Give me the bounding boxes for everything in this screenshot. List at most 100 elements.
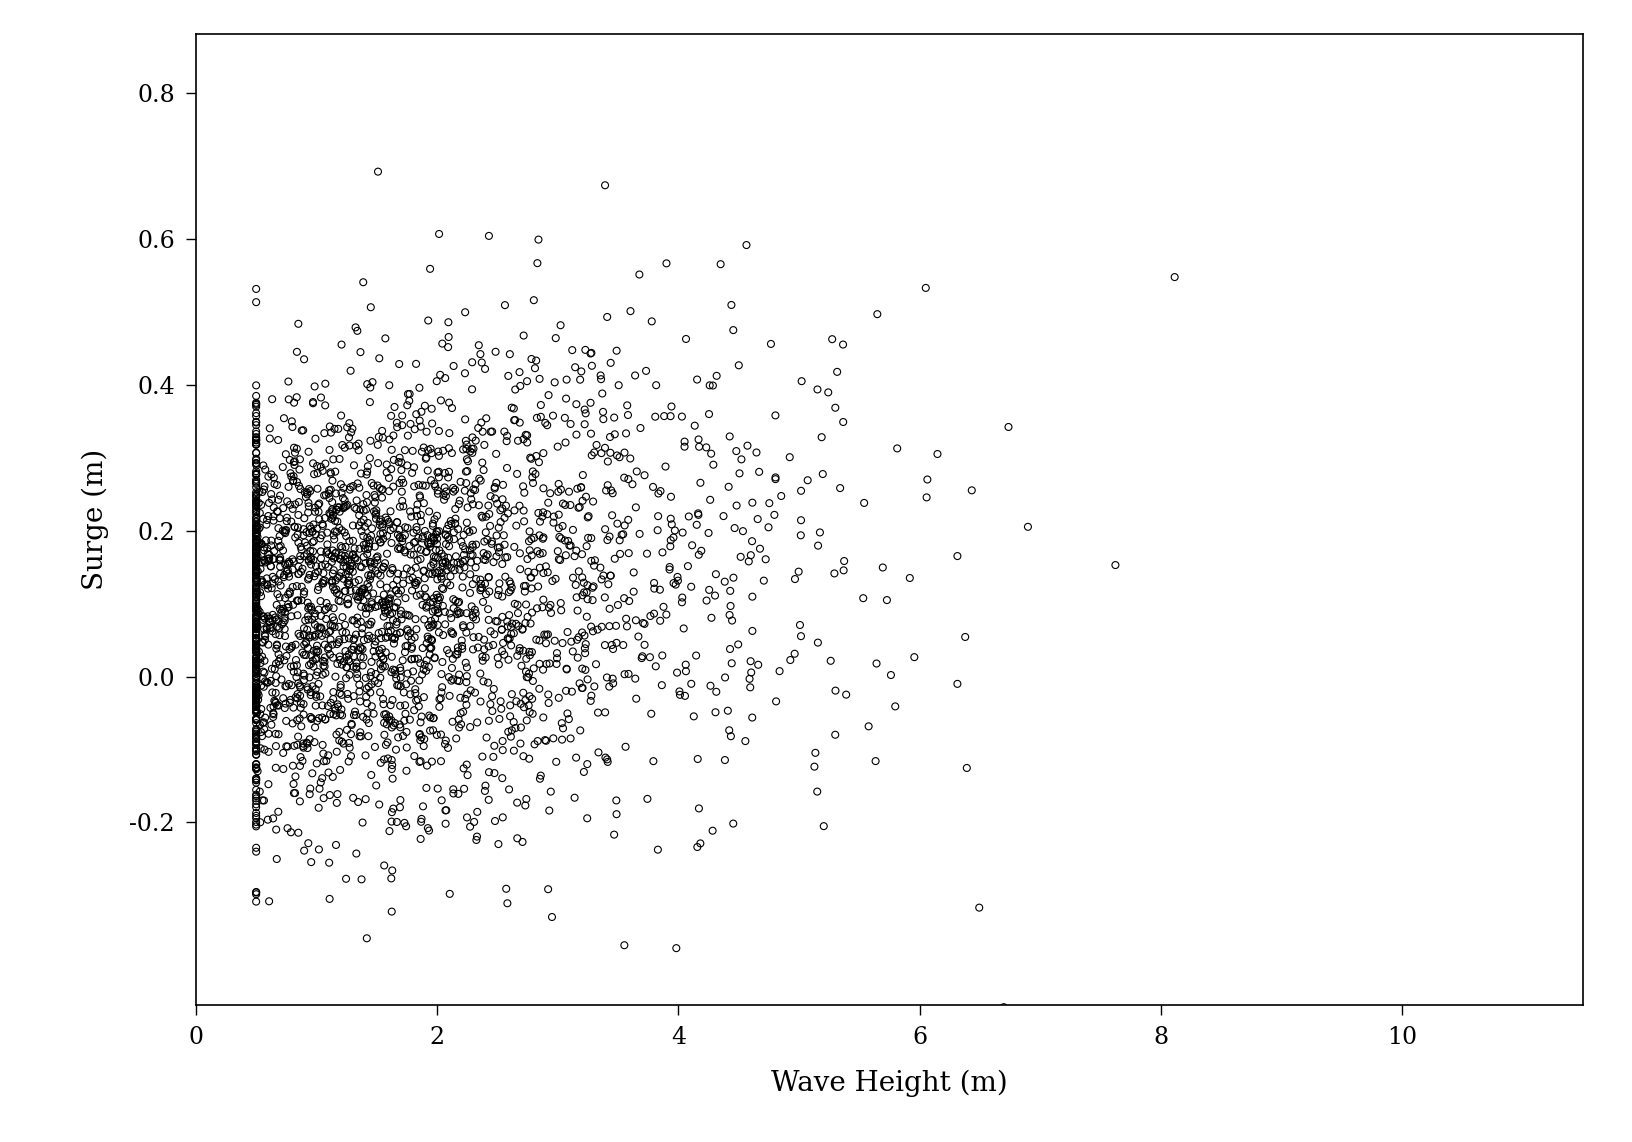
Point: [494, 367, 521, 385]
Point: [454, 514, 480, 532]
Point: [516, 522, 542, 540]
Point: [300, 394, 326, 412]
Point: [341, 658, 367, 676]
Point: [403, 684, 429, 702]
Point: [648, 612, 674, 630]
Point: [563, 588, 589, 606]
Point: [530, 590, 557, 609]
Point: [312, 555, 338, 573]
Point: [473, 409, 499, 427]
Point: [560, 521, 586, 539]
Point: [454, 695, 480, 714]
Point: [403, 576, 429, 594]
Point: [243, 620, 269, 638]
Point: [419, 415, 446, 433]
Point: [387, 498, 413, 516]
Point: [521, 659, 547, 677]
Point: [423, 548, 449, 566]
Point: [470, 461, 496, 480]
Point: [284, 606, 310, 625]
Point: [243, 662, 269, 681]
Point: [243, 473, 269, 491]
Point: [436, 463, 462, 481]
Point: [243, 466, 269, 484]
Point: [379, 441, 405, 459]
Point: [650, 646, 676, 665]
Point: [286, 674, 312, 692]
Point: [286, 460, 312, 478]
Point: [364, 547, 390, 565]
Point: [442, 481, 468, 499]
Point: [703, 565, 730, 584]
Point: [432, 801, 459, 819]
Point: [271, 568, 297, 586]
Point: [431, 491, 457, 509]
Point: [243, 540, 269, 558]
Point: [738, 652, 764, 670]
Point: [356, 598, 382, 617]
Point: [519, 463, 545, 481]
Point: [481, 812, 508, 830]
Point: [602, 617, 628, 635]
Point: [318, 630, 344, 649]
Point: [330, 608, 356, 626]
Point: [426, 590, 452, 609]
Point: [315, 484, 341, 502]
Point: [367, 660, 393, 678]
Point: [379, 533, 405, 552]
Point: [243, 524, 269, 542]
Point: [305, 662, 331, 681]
Point: [604, 447, 630, 465]
Point: [419, 565, 446, 584]
Point: [243, 550, 269, 569]
Point: [392, 705, 418, 723]
Point: [524, 447, 550, 465]
Point: [788, 372, 814, 391]
Point: [723, 497, 749, 515]
Point: [795, 472, 821, 490]
Point: [317, 481, 343, 499]
Point: [416, 821, 442, 839]
Point: [387, 715, 413, 733]
Point: [259, 660, 286, 678]
Point: [308, 708, 335, 726]
Point: [597, 600, 623, 618]
Point: [406, 488, 432, 506]
Point: [494, 894, 521, 912]
Point: [243, 598, 269, 617]
Point: [439, 444, 465, 463]
Point: [403, 692, 429, 710]
Point: [914, 471, 940, 489]
Point: [426, 541, 452, 560]
Point: [243, 771, 269, 789]
Point: [330, 734, 356, 753]
Point: [243, 517, 269, 536]
Point: [277, 658, 304, 676]
Point: [248, 723, 274, 741]
Point: [442, 645, 468, 664]
Point: [335, 496, 361, 514]
Point: [488, 620, 514, 638]
Point: [481, 764, 508, 782]
Point: [914, 489, 940, 507]
Point: [545, 550, 571, 569]
Point: [1102, 556, 1128, 574]
Point: [676, 507, 702, 525]
Point: [367, 654, 393, 673]
Point: [282, 767, 308, 786]
Point: [289, 578, 315, 596]
Point: [539, 604, 565, 622]
Point: [625, 627, 651, 645]
Point: [387, 355, 413, 373]
Point: [243, 493, 269, 512]
Point: [307, 494, 333, 513]
Point: [437, 609, 463, 627]
Point: [398, 562, 424, 580]
Point: [243, 565, 269, 584]
Point: [357, 662, 384, 681]
Point: [640, 753, 666, 771]
Point: [284, 685, 310, 703]
Point: [384, 418, 410, 436]
Point: [331, 557, 357, 576]
Point: [277, 464, 304, 482]
